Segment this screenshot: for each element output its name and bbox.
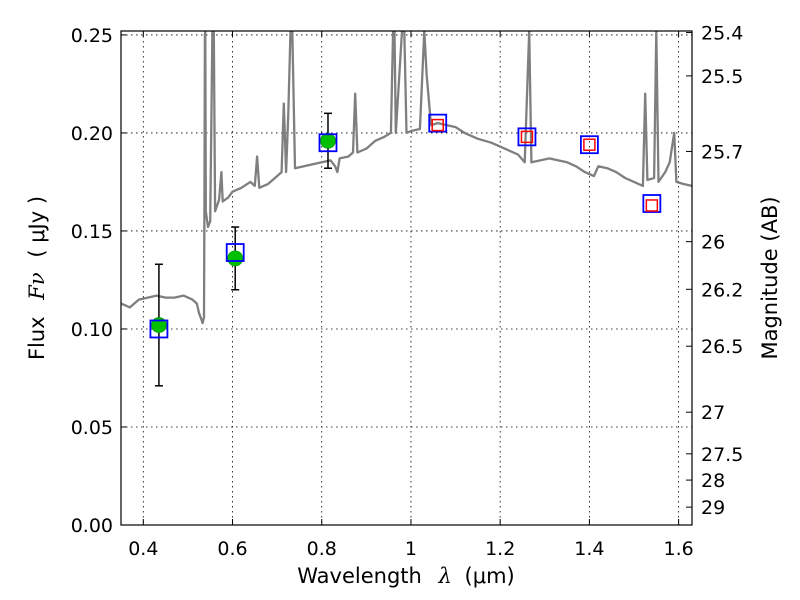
magnitude-tick-label: 26.5 <box>701 336 743 358</box>
x-tick-label: 1.2 <box>485 538 515 560</box>
magnitude-tick-label: 29 <box>701 497 725 519</box>
x-axis-label: Wavelength λ (μm) <box>297 564 514 588</box>
model-square-marker <box>642 194 662 213</box>
x-tick-label: 1 <box>405 538 417 560</box>
nir-flux-marker <box>431 118 444 132</box>
magnitude-tick-label: 28 <box>701 470 725 492</box>
magnitude-tick-label: 25.7 <box>701 141 743 163</box>
magnitude-tick-label: 27 <box>701 402 725 424</box>
nir-flux-marker <box>645 199 659 212</box>
y-axis-label: Flux Fν ( μJy ) <box>25 196 49 360</box>
plot-markers <box>149 112 662 387</box>
magnitude-tick-label: 26.2 <box>701 279 743 301</box>
x-axis-label-text: Wavelength <box>297 564 422 588</box>
x-tick-label: 0.4 <box>128 538 158 560</box>
y-axis-label-text: Flux <box>25 316 49 360</box>
observed-flux-point <box>320 132 336 149</box>
x-axis-label-symbol: λ <box>438 564 452 588</box>
y-axis-label-symbol: Fν <box>25 272 49 301</box>
model-square-marker <box>318 133 338 153</box>
plot-frame <box>120 30 693 526</box>
magnitude-tick-label: 26 <box>701 232 725 254</box>
observed-flux-point <box>227 250 244 267</box>
model-square-marker <box>225 243 245 262</box>
nir-flux-marker <box>583 138 596 151</box>
model-square-marker <box>579 135 599 155</box>
magnitude-tick-label: 27.5 <box>701 444 743 466</box>
axis-ticks: 0.4 0.6 0.8 1 1.2 1.4 1.6 0.00 0.05 0.10 0.15 0.20 0… <box>71 23 744 560</box>
model-square-marker <box>149 319 169 339</box>
y-tick-label: 0.25 <box>71 25 113 47</box>
y-tick-label: 0.00 <box>71 515 113 537</box>
y-axis-label-unit: ( μJy ) <box>25 196 49 258</box>
x-axis-label-unit: (μm) <box>465 564 515 588</box>
model-square-marker <box>428 113 448 133</box>
nir-flux-marker <box>520 130 534 144</box>
magnitude-tick-label: 25.4 <box>701 23 743 45</box>
plot-data <box>121 31 692 325</box>
y-tick-label: 0.05 <box>71 417 113 439</box>
x-tick-label: 1.4 <box>574 538 604 560</box>
x-tick-label: 0.8 <box>307 538 337 560</box>
x-tick-label: 1.6 <box>664 538 694 560</box>
y-tick-label: 0.10 <box>71 319 113 341</box>
model-square-marker <box>517 127 537 147</box>
magnitude-tick-label: 25.5 <box>701 66 743 88</box>
y-tick-label: 0.20 <box>71 123 113 145</box>
y-tick-label: 0.15 <box>71 221 113 243</box>
magnitude-axis-label: Magnitude (AB) <box>758 196 782 359</box>
x-tick-label: 0.6 <box>217 538 247 560</box>
spectrum-line <box>121 31 692 325</box>
